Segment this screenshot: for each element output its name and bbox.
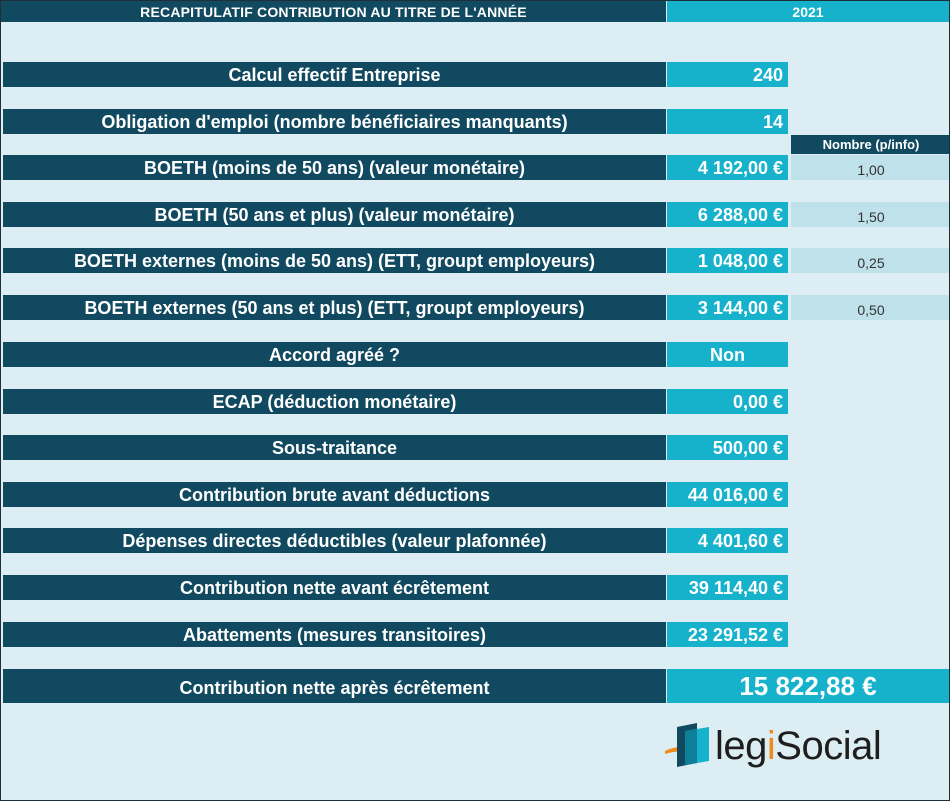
row-label: BOETH (50 ans et plus) (valeur monétaire… xyxy=(3,202,666,227)
row-info-count[interactable]: 1,50 xyxy=(791,202,949,227)
row-label: Calcul effectif Entreprise xyxy=(3,62,666,87)
row-value[interactable]: Non xyxy=(667,342,788,367)
sheet-title: RECAPITULATIF CONTRIBUTION AU TITRE DE L… xyxy=(1,1,666,22)
row-boeth-50-plus: BOETH (50 ans et plus) (valeur monétaire… xyxy=(1,202,949,227)
row-label: Sous-traitance xyxy=(3,435,666,460)
row-info-count[interactable]: 1,00 xyxy=(791,155,949,180)
info-column-header: Nombre (p/info) xyxy=(791,135,949,154)
row-depenses-directes: Dépenses directes déductibles (valeur pl… xyxy=(1,528,949,553)
row-value[interactable]: 1 048,00 € xyxy=(667,248,788,273)
legisocial-logo-text: legiSocial xyxy=(715,724,882,768)
legisocial-logo-icon xyxy=(665,723,709,767)
row-value[interactable]: 4 192,00 € xyxy=(667,155,788,180)
row-label: Accord agréé ? xyxy=(3,342,666,367)
row-label: Contribution brute avant déductions xyxy=(3,482,666,507)
year-cell[interactable]: 2021 xyxy=(667,1,949,22)
row-value[interactable]: 23 291,52 € xyxy=(667,622,788,647)
row-label: BOETH externes (moins de 50 ans) (ETT, g… xyxy=(3,248,666,273)
row-label: Obligation d'emploi (nombre bénéficiaire… xyxy=(3,109,666,134)
legisocial-logo: legiSocial xyxy=(663,721,923,771)
row-sous-traitance: Sous-traitance 500,00 € xyxy=(1,435,949,460)
final-value[interactable]: 15 822,88 € xyxy=(667,669,949,703)
row-value[interactable]: 14 xyxy=(667,109,788,134)
row-obligation-emploi: Obligation d'emploi (nombre bénéficiaire… xyxy=(1,109,949,134)
row-calcul-effectif: Calcul effectif Entreprise 240 xyxy=(1,62,949,87)
row-boeth-externes-moins-50: BOETH externes (moins de 50 ans) (ETT, g… xyxy=(1,248,949,273)
row-info-count[interactable]: 0,25 xyxy=(791,248,949,273)
row-label: Dépenses directes déductibles (valeur pl… xyxy=(3,528,666,553)
row-abattements: Abattements (mesures transitoires) 23 29… xyxy=(1,622,949,647)
final-label: Contribution nette après écrêtement xyxy=(3,669,666,703)
row-label: ECAP (déduction monétaire) xyxy=(3,389,666,414)
row-label: BOETH externes (50 ans et plus) (ETT, gr… xyxy=(3,295,666,320)
row-value[interactable]: 6 288,00 € xyxy=(667,202,788,227)
row-contribution-brute: Contribution brute avant déductions 44 0… xyxy=(1,482,949,507)
row-label: Abattements (mesures transitoires) xyxy=(3,622,666,647)
row-contribution-nette-avant: Contribution nette avant écrêtement 39 1… xyxy=(1,575,949,600)
row-accord-agree: Accord agréé ? Non xyxy=(1,342,949,367)
row-contribution-nette-apres: Contribution nette après écrêtement 15 8… xyxy=(1,669,949,703)
row-value[interactable]: 44 016,00 € xyxy=(667,482,788,507)
row-value[interactable]: 500,00 € xyxy=(667,435,788,460)
row-boeth-moins-50: BOETH (moins de 50 ans) (valeur monétair… xyxy=(1,155,949,180)
row-info-count[interactable]: 0,50 xyxy=(791,295,949,320)
row-boeth-externes-50-plus: BOETH externes (50 ans et plus) (ETT, gr… xyxy=(1,295,949,320)
row-value[interactable]: 4 401,60 € xyxy=(667,528,788,553)
row-value[interactable]: 240 xyxy=(667,62,788,87)
row-value[interactable]: 39 114,40 € xyxy=(667,575,788,600)
row-label: BOETH (moins de 50 ans) (valeur monétair… xyxy=(3,155,666,180)
row-value[interactable]: 0,00 € xyxy=(667,389,788,414)
row-value[interactable]: 3 144,00 € xyxy=(667,295,788,320)
row-ecap: ECAP (déduction monétaire) 0,00 € xyxy=(1,389,949,414)
row-label: Contribution nette avant écrêtement xyxy=(3,575,666,600)
